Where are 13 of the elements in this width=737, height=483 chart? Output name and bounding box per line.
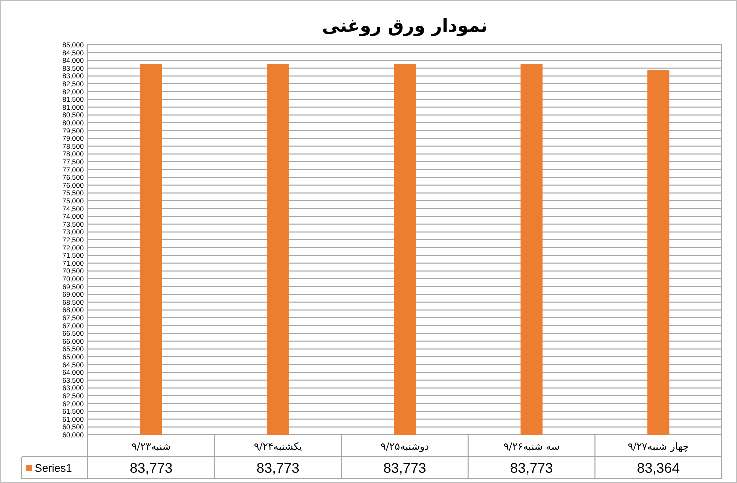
x-tick-label: شنبه۹/۲۳	[132, 442, 172, 453]
chart-title: نمودار ورق روغنی	[322, 16, 488, 37]
text: 83,773	[130, 460, 173, 476]
text: 83,773	[384, 460, 426, 476]
x-tick-label: چهار شنبه۹/۲۷	[628, 442, 690, 453]
legend-label: Series1	[35, 463, 72, 475]
text: 83,364	[637, 460, 680, 476]
text: 83,773	[256, 460, 300, 476]
legend: Series1	[26, 463, 72, 475]
x-tick-label: دوشنبه۹/۲۵	[380, 442, 430, 453]
text: 83,773	[510, 460, 554, 476]
x-tick-label: یکشنبه۹/۲۴	[254, 442, 302, 453]
x-tick-label: سه شنبه۹/۲۶	[504, 442, 560, 453]
